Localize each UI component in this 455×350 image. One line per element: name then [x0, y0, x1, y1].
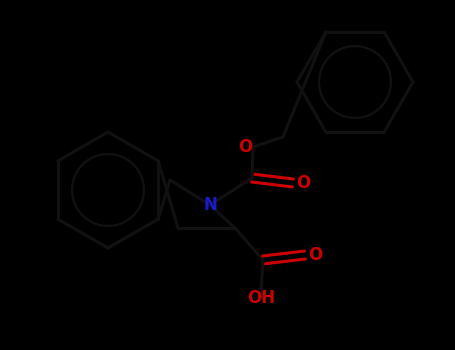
Text: O: O [308, 246, 322, 264]
Text: OH: OH [247, 289, 275, 307]
Text: O: O [296, 174, 310, 192]
Text: O: O [238, 138, 252, 156]
Text: N: N [203, 196, 217, 214]
